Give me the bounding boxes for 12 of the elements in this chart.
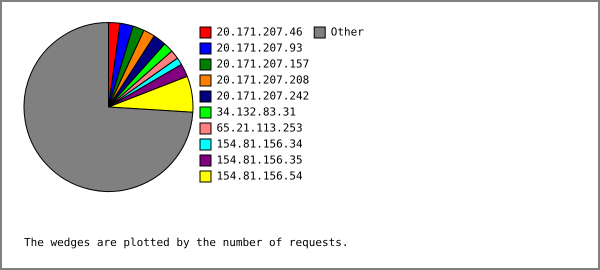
legend-label: 154.81.156.34 (216, 137, 303, 150)
legend-label: 154.81.156.54 (216, 169, 303, 182)
legend-label: 65.21.113.253 (216, 121, 303, 134)
legend-label: 154.81.156.35 (216, 153, 303, 166)
legend-label: 20.171.207.208 (216, 73, 310, 86)
legend-label: 20.171.207.93 (216, 41, 303, 54)
legend-label: 20.171.207.242 (216, 89, 310, 102)
text: The wedges are plotted by the number of requests. (24, 236, 349, 249)
legend-label: 20.171.207.46 (216, 25, 303, 38)
legend-label: Other (330, 25, 364, 38)
legend-label: 20.171.207.157 (216, 57, 310, 70)
legend-label: 34.132.83.31 (216, 105, 296, 118)
